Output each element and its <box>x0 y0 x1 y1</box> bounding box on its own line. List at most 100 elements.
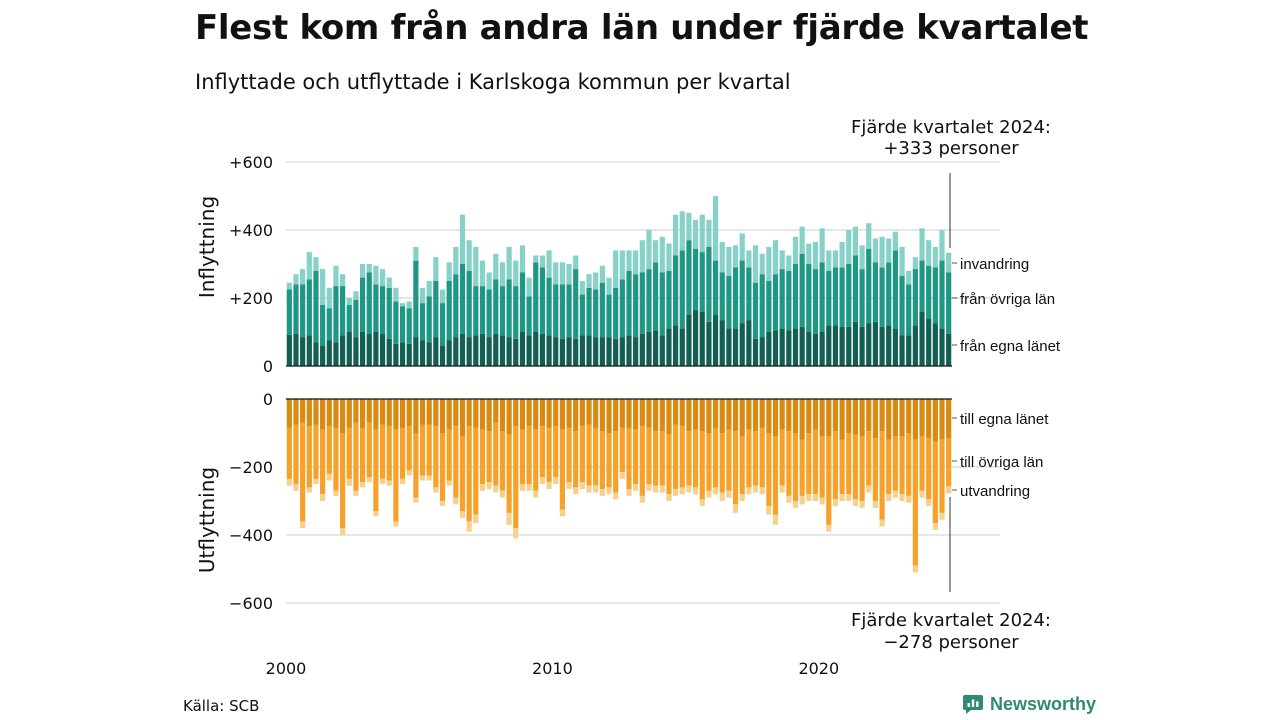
bar-fran-ovriga-lan <box>799 253 805 327</box>
bar-utvandring <box>333 490 339 496</box>
bar-utvandring <box>879 519 885 527</box>
bar-invandring <box>659 236 665 273</box>
bar-till-ovriga-lan <box>912 439 918 566</box>
bar-fran-ovriga-lan <box>513 286 519 339</box>
y-tick-label-out: −600 <box>229 594 273 613</box>
bar-till-egna-lanet <box>866 399 872 432</box>
bar-till-ovriga-lan <box>712 427 719 488</box>
y-tick-label-in: +400 <box>229 221 273 240</box>
bar-till-egna-lanet <box>832 399 839 432</box>
bar-fran-ovriga-lan <box>759 274 765 338</box>
bar-utvandring <box>379 478 386 484</box>
bar-invandring <box>726 247 732 276</box>
bar-till-egna-lanet <box>539 399 546 427</box>
bar-fran-ovriga-lan <box>673 255 679 326</box>
bar-till-egna-lanet <box>899 399 905 437</box>
bar-fran-ovriga-lan <box>406 308 412 344</box>
bar-fran-egna-lanet <box>832 325 839 366</box>
bar-till-ovriga-lan <box>593 427 599 486</box>
bar-fran-ovriga-lan <box>353 299 359 338</box>
bar-fran-egna-lanet <box>359 332 366 366</box>
bar-till-egna-lanet <box>526 399 532 427</box>
bar-utvandring <box>866 485 872 493</box>
bar-fran-egna-lanet <box>446 340 452 366</box>
x-tick-label: 2010 <box>532 659 573 678</box>
bar-utvandring <box>819 497 825 505</box>
bar-fran-egna-lanet <box>926 318 932 366</box>
utflyttning-axis-title: Utflyttning <box>195 467 219 573</box>
bar-till-ovriga-lan <box>946 438 952 487</box>
bar-till-egna-lanet <box>453 399 459 427</box>
bar-fran-ovriga-lan <box>593 289 599 338</box>
bar-till-egna-lanet <box>320 399 326 430</box>
bar-invandring <box>712 196 719 261</box>
bar-fran-ovriga-lan <box>373 284 379 332</box>
bar-utvandring <box>320 494 326 501</box>
bar-till-ovriga-lan <box>726 429 732 491</box>
bar-fran-ovriga-lan <box>653 262 659 331</box>
bar-utvandring <box>513 528 519 539</box>
bar-invandring <box>579 281 585 295</box>
bar-fran-egna-lanet <box>286 334 292 366</box>
bar-invandring <box>879 236 885 268</box>
bar-utvandring <box>692 487 699 495</box>
bar-utvandring <box>539 477 546 484</box>
bar-till-egna-lanet <box>559 399 565 430</box>
bar-fran-egna-lanet <box>546 335 552 366</box>
bar-utvandring <box>300 521 306 529</box>
bar-till-egna-lanet <box>939 399 945 440</box>
bar-till-ovriga-lan <box>573 431 579 488</box>
bar-fran-egna-lanet <box>539 333 546 366</box>
bar-fran-ovriga-lan <box>812 269 819 334</box>
bar-invandring <box>353 291 359 300</box>
bar-invandring <box>872 238 879 263</box>
bar-fran-ovriga-lan <box>706 247 712 322</box>
bar-utvandring <box>752 485 759 493</box>
bar-utvandring <box>366 477 372 483</box>
bar-utvandring <box>419 475 426 481</box>
bar-invandring <box>679 211 685 251</box>
bar-till-ovriga-lan <box>486 431 492 483</box>
bar-invandring <box>306 252 312 280</box>
bar-utvandring <box>872 501 879 508</box>
bar-fran-egna-lanet <box>486 337 492 366</box>
bar-till-egna-lanet <box>499 399 506 432</box>
bar-till-egna-lanet <box>306 399 312 427</box>
bar-till-egna-lanet <box>766 399 772 433</box>
bar-fran-egna-lanet <box>872 321 879 366</box>
bar-invandring <box>772 240 779 275</box>
brand-logo[interactable]: Newsworthy <box>962 693 1096 715</box>
bar-invandring <box>379 269 386 287</box>
bar-fran-egna-lanet <box>506 337 512 366</box>
bar-invandring <box>699 214 705 253</box>
bar-fran-ovriga-lan <box>546 277 552 336</box>
bar-fran-ovriga-lan <box>639 272 645 334</box>
bar-fran-egna-lanet <box>579 335 585 366</box>
bar-fran-ovriga-lan <box>686 240 692 315</box>
bar-fran-ovriga-lan <box>573 269 579 339</box>
bar-fran-egna-lanet <box>799 326 805 366</box>
label-utvandring: utvandring <box>960 483 1030 500</box>
bar-till-ovriga-lan <box>313 424 319 479</box>
bar-till-ovriga-lan <box>732 431 739 505</box>
bar-till-ovriga-lan <box>852 434 859 500</box>
bar-fran-ovriga-lan <box>506 279 512 338</box>
bar-utvandring <box>806 494 812 501</box>
bar-till-ovriga-lan <box>379 424 386 479</box>
bar-fran-ovriga-lan <box>786 270 792 331</box>
bar-fran-egna-lanet <box>340 335 346 366</box>
bar-fran-ovriga-lan <box>826 270 832 326</box>
bar-invandring <box>599 265 605 283</box>
bar-fran-egna-lanet <box>613 338 619 366</box>
bar-fran-ovriga-lan <box>879 267 885 327</box>
bar-utvandring <box>852 499 859 507</box>
bar-fran-egna-lanet <box>706 321 712 366</box>
bar-invandring <box>499 262 506 287</box>
newsworthy-logo-icon <box>963 695 983 714</box>
bar-till-ovriga-lan <box>746 429 752 488</box>
bar-till-ovriga-lan <box>752 431 759 486</box>
bar-till-ovriga-lan <box>806 433 812 495</box>
bar-till-egna-lanet <box>712 399 719 428</box>
bar-till-egna-lanet <box>932 399 938 442</box>
bar-invandring <box>839 241 845 268</box>
